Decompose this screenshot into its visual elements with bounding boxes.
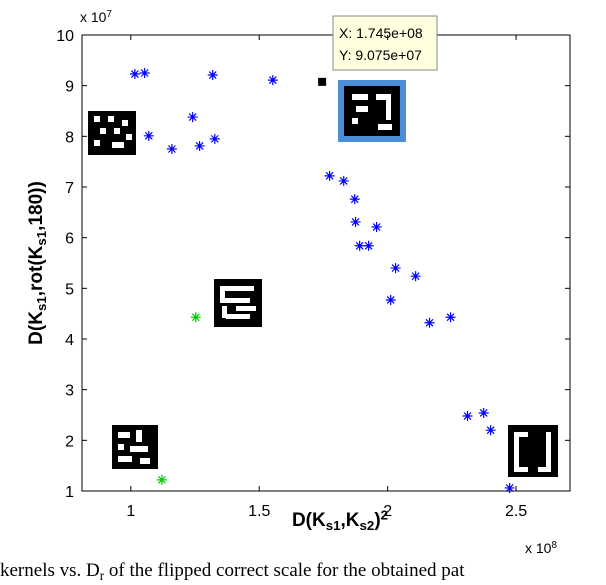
point [324, 170, 335, 181]
point [445, 312, 456, 323]
y-tick-label: 7 [65, 180, 74, 197]
pattern-icon [214, 279, 262, 327]
plot-frame [81, 34, 571, 492]
y-tick-label: 1 [65, 484, 74, 501]
pattern-icon [88, 111, 136, 155]
y-tick-label: 10 [56, 28, 74, 45]
y-multiplier: x 107​ [80, 9, 112, 25]
y-tick-label: 5 [65, 281, 74, 298]
point [371, 222, 382, 233]
y-tick-label: 2 [65, 433, 74, 450]
point [318, 77, 327, 86]
datatip-box [332, 15, 438, 71]
point [349, 194, 360, 205]
x-multiplier: x 108​ [525, 540, 557, 556]
x-tick-label: 1.5 [248, 503, 270, 520]
point [129, 69, 140, 80]
point [363, 240, 374, 251]
point [390, 263, 401, 274]
point [410, 271, 421, 282]
point [424, 317, 435, 328]
x-tick-label: 2.5 [505, 503, 527, 520]
point [156, 474, 167, 485]
datatip-x: X: 1.745e+08 [339, 25, 423, 41]
point [462, 411, 473, 422]
point [143, 130, 154, 141]
point [354, 240, 365, 251]
y-tick-label: 4 [65, 332, 74, 349]
point [209, 133, 220, 144]
y-tick-label: 8 [65, 129, 74, 146]
y-tick-label: 3 [65, 383, 74, 400]
datatip[interactable]: X: 1.745e+08 Y: 9.075e+07 [332, 15, 438, 71]
point [350, 216, 361, 227]
x-tick-label: 1 [126, 503, 135, 520]
y-axis-label: D(Ks1​,rot(Ks1​,180)) [26, 181, 49, 345]
selected-pattern-icon[interactable] [338, 80, 406, 142]
point [194, 140, 205, 151]
point [187, 112, 198, 123]
point [207, 70, 218, 81]
point [267, 75, 278, 86]
x-tick-label: 2 [383, 503, 392, 520]
pattern-icon [112, 425, 158, 469]
point [485, 425, 496, 436]
point [478, 407, 489, 418]
y-tick-label: 6 [65, 231, 74, 248]
point [166, 144, 177, 154]
point [385, 294, 396, 305]
point [190, 312, 201, 323]
caption: kernels vs. Dr​ of the flipped correct s… [0, 560, 465, 580]
x-axis-label: D(Ks1​,Ks2​)2​ [292, 507, 388, 533]
point [338, 175, 349, 186]
pattern-icon [508, 425, 558, 477]
point [139, 68, 150, 78]
point [504, 482, 515, 493]
datatip-y: Y: 9.075e+07 [339, 47, 422, 63]
y-tick-label: 9 [65, 79, 74, 96]
